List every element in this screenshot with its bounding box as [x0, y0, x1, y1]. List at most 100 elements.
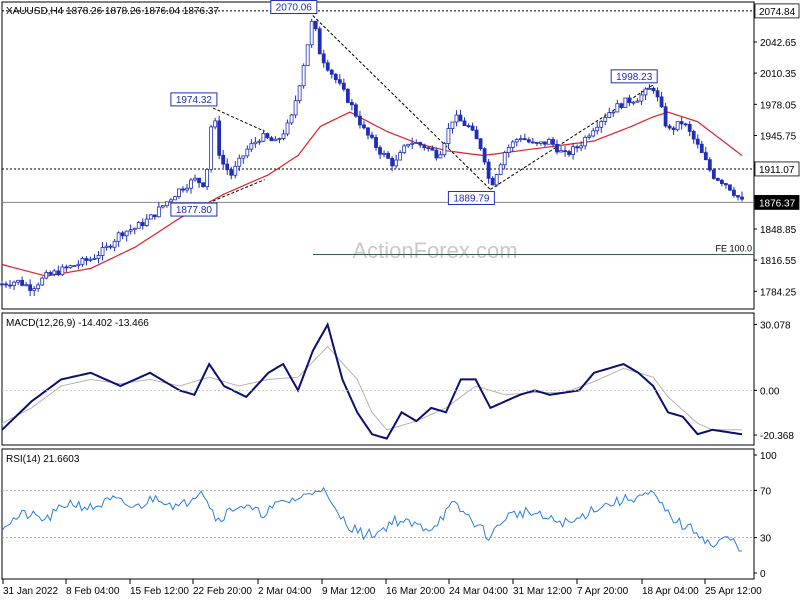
price-tag-box — [754, 3, 800, 19]
rsi-axis: 100 70 30 0 — [754, 451, 777, 580]
candle-body — [156, 206, 161, 218]
candle-body — [32, 288, 37, 291]
candle-body — [551, 139, 555, 145]
time-tick-label: 22 Feb 20:00 — [193, 586, 252, 597]
candle-body — [104, 245, 109, 248]
price-marker-box — [170, 202, 218, 217]
candle-body — [728, 184, 732, 191]
candle-body — [599, 121, 604, 128]
time-tick-label: 15 Feb 12:00 — [130, 586, 189, 597]
candle-body — [120, 232, 125, 237]
macd-tick-label: 0.00 — [760, 386, 780, 397]
price-axis: 2074.84 2042.65 2010.35 1978.05 1945.75 1911.… — [754, 3, 800, 298]
candle-body — [96, 255, 101, 259]
macd-axis: 30.078 0.00 -20.368 — [754, 320, 794, 442]
candle-body — [474, 129, 479, 140]
candle-body — [587, 135, 592, 138]
candle-body — [269, 137, 274, 142]
candle-body — [647, 87, 652, 90]
candle-body — [80, 258, 85, 265]
macd-tick-label: 30.078 — [760, 320, 791, 331]
candle-body — [40, 277, 45, 286]
candle-body — [72, 265, 77, 267]
price-candles — [0, 18, 744, 297]
candle-body — [229, 169, 234, 176]
price-tag-label: 1911.07 — [759, 165, 795, 176]
candle-body — [345, 88, 350, 103]
candle-body — [603, 117, 608, 122]
candle-body — [313, 20, 318, 30]
candle-body — [466, 125, 471, 128]
candle-body — [478, 138, 483, 150]
candle-body — [56, 270, 61, 276]
candle-body — [321, 53, 326, 64]
rsi-panel-frame — [1, 448, 755, 580]
candle-body — [659, 96, 664, 108]
price-marker-box — [447, 190, 495, 205]
price-title: XAUUSD,H4 1878.26 1878.26 1876.04 1876.3… — [6, 6, 219, 17]
rsi-tick-label: 0 — [760, 569, 766, 580]
candle-body — [277, 138, 282, 140]
candle-body — [691, 131, 696, 140]
candle-body — [341, 82, 346, 90]
time-tick-label: 25 Apr 12:00 — [705, 586, 762, 597]
ma-line — [1, 111, 743, 277]
candle-body — [88, 258, 93, 261]
rsi-tick-label: 70 — [760, 486, 772, 497]
candle-body — [36, 284, 41, 290]
price-panel-frame — [1, 1, 755, 310]
candle-body — [671, 127, 676, 131]
candle-body — [164, 201, 169, 207]
rsi-lines — [1, 486, 754, 552]
candle-body — [297, 85, 302, 102]
candle-body — [530, 141, 535, 144]
candle-body — [543, 141, 547, 145]
time-tick-label: 24 Mar 04:00 — [449, 586, 508, 597]
candle-body — [607, 112, 612, 118]
candle-body — [510, 141, 515, 148]
candle-body — [185, 187, 189, 191]
candle-body — [16, 279, 20, 283]
time-tick-label: 7 Apr 20:00 — [577, 586, 629, 597]
macd-line — [1, 321, 743, 440]
candle-body — [197, 177, 201, 184]
candle-body — [132, 227, 137, 231]
candle-body — [301, 65, 306, 87]
candle-body — [651, 87, 656, 92]
candle-body — [12, 281, 16, 286]
price-marker-label: 2070.06 — [276, 3, 313, 14]
candle-body — [48, 272, 53, 275]
candle-body — [293, 100, 298, 116]
time-tick-label: 31 Jan 2022 — [3, 586, 58, 597]
candle-body — [100, 247, 105, 256]
price-marker-label: 1889.79 — [453, 193, 490, 204]
candle-body — [595, 126, 600, 132]
candle-body — [482, 148, 487, 163]
candle-body — [611, 111, 616, 114]
candle-body — [547, 139, 551, 145]
candle-body — [498, 164, 503, 175]
macd-title: MACD(12,26,9) -14.402 -13.466 — [6, 318, 149, 329]
candle-body — [631, 101, 636, 104]
candle-body — [534, 142, 539, 144]
candle-body — [627, 97, 632, 104]
candle-body — [462, 120, 467, 127]
candle-body — [245, 148, 250, 157]
candle-body — [490, 177, 495, 186]
candle-body — [116, 232, 121, 242]
candle-body — [695, 138, 700, 145]
candle-body — [177, 188, 181, 198]
candle-body — [514, 139, 519, 143]
candle-body — [241, 155, 246, 159]
price-panel: XAUUSD,H4 1878.26 1878.26 1876.04 1876.3… — [0, 0, 800, 310]
candle-body — [394, 159, 399, 167]
price-marker-box — [610, 69, 658, 84]
candle-body — [539, 141, 543, 144]
candle-body — [325, 62, 330, 71]
rsi-line — [1, 486, 743, 552]
candle-body — [68, 265, 73, 268]
moving-average — [1, 111, 743, 277]
candle-body — [442, 143, 447, 156]
candle-body — [144, 218, 149, 227]
